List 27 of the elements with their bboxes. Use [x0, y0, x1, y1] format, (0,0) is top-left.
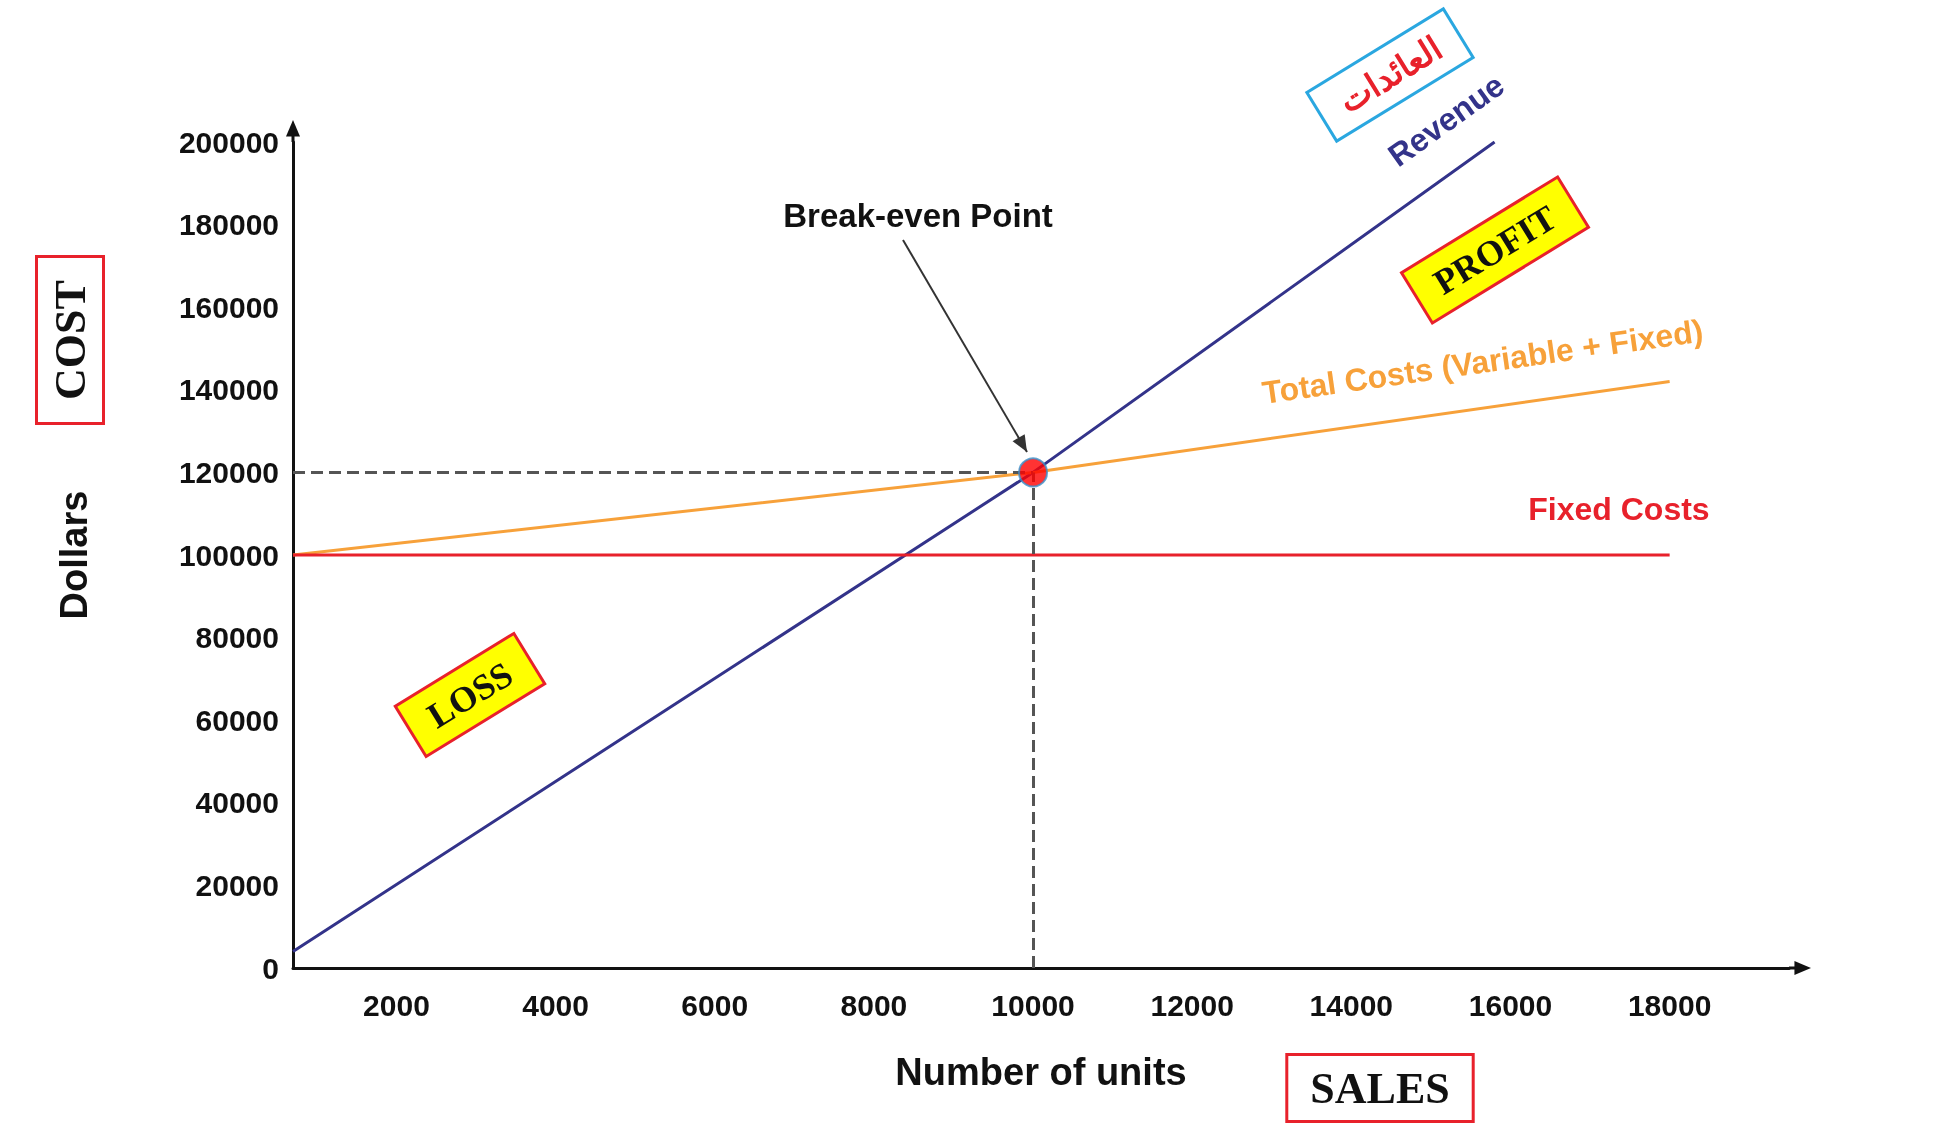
x-tick-label: 14000: [1309, 988, 1394, 1022]
x-axis-title: Number of units: [895, 1051, 1187, 1093]
series-label: Fixed Costs: [1528, 491, 1710, 527]
y-tick-label: 60000: [195, 703, 279, 737]
y-tick-label: 120000: [178, 455, 279, 489]
x-tick-label: 2000: [363, 988, 430, 1022]
y-tick-label: 80000: [195, 621, 279, 655]
text: Total Costs (Variable + Fixed): [1259, 312, 1706, 411]
y-tick-label: 180000: [178, 208, 279, 242]
y-tick-label: 100000: [178, 538, 279, 572]
x-tick-label: 12000: [1150, 988, 1234, 1022]
y-tick-label: 20000: [195, 868, 279, 902]
x-tick-label: 10000: [991, 988, 1075, 1022]
x-tick-label: 16000: [1468, 988, 1553, 1022]
y-tick-label: 140000: [178, 373, 279, 407]
x-tick-label: 8000: [840, 988, 908, 1022]
annotation: Break-even Point: [783, 197, 1053, 235]
y-tick-label: 40000: [195, 786, 279, 820]
x-tick-label: 18000: [1627, 988, 1712, 1022]
y-tick-label: 200000: [178, 125, 279, 159]
text: COST: [45, 280, 95, 400]
y-axis-title: Dollars: [53, 490, 95, 620]
x-tick-label: 6000: [681, 988, 749, 1022]
text: SALES: [1310, 1063, 1450, 1113]
y-tick-label: 0: [262, 951, 279, 985]
y-tick-label: 160000: [178, 290, 279, 324]
x-tick-label: 4000: [522, 988, 589, 1022]
